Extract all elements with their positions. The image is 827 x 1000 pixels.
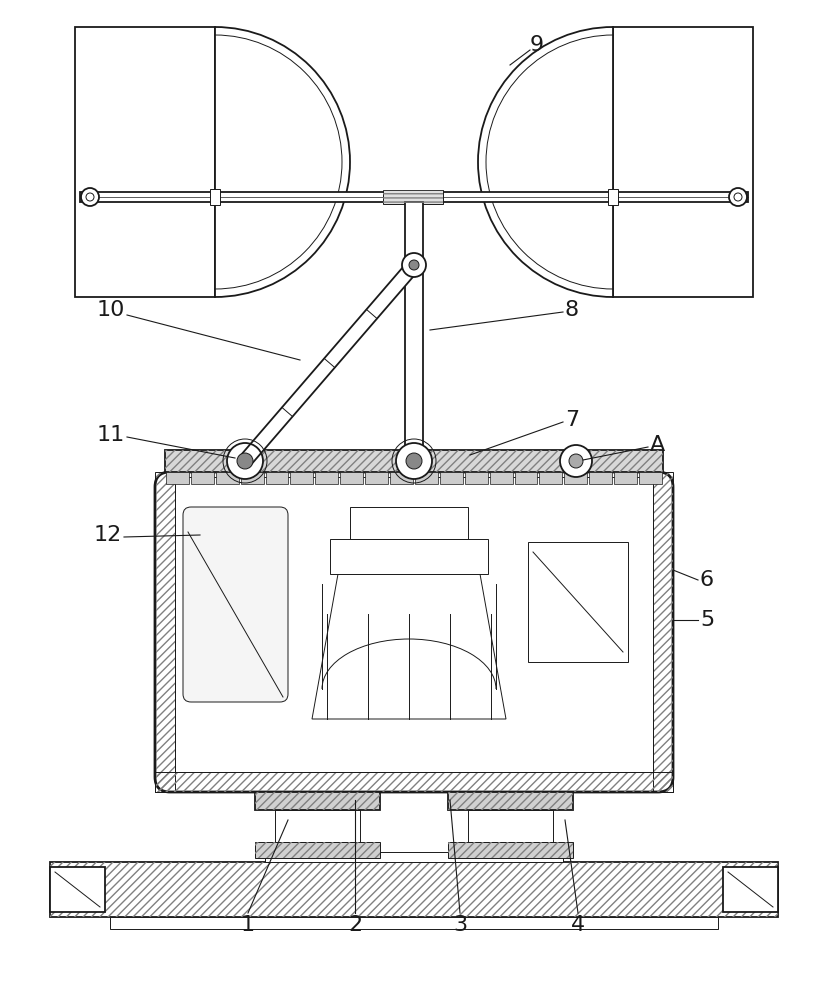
Bar [155, 772, 672, 792]
Circle shape [237, 453, 253, 469]
Bar [210, 189, 220, 205]
Bar [390, 472, 413, 484]
Bar [165, 472, 189, 484]
Bar [155, 472, 174, 792]
Circle shape [395, 443, 432, 479]
Bar [528, 542, 627, 662]
Circle shape [81, 188, 99, 206]
Bar [50, 867, 105, 912]
Bar [75, 27, 215, 297]
Text: 2: 2 [347, 915, 361, 935]
Bar [539, 472, 562, 484]
Circle shape [728, 188, 746, 206]
Polygon shape [312, 574, 505, 719]
Bar [489, 472, 512, 484]
Circle shape [559, 445, 591, 477]
Bar [447, 792, 572, 810]
Bar [155, 772, 672, 792]
Text: 6: 6 [699, 570, 713, 590]
Bar [255, 842, 380, 858]
Bar [614, 472, 636, 484]
Bar [110, 917, 717, 929]
Bar [653, 472, 672, 792]
Bar [265, 472, 288, 484]
Bar [350, 507, 467, 539]
Circle shape [733, 193, 741, 201]
Bar [265, 852, 562, 862]
Bar [404, 202, 423, 450]
Text: 9: 9 [529, 35, 543, 55]
Text: 12: 12 [93, 525, 122, 545]
Text: 10: 10 [97, 300, 125, 320]
Bar [414, 472, 437, 484]
Bar [365, 472, 388, 484]
Bar [439, 472, 462, 484]
Text: A: A [649, 435, 664, 455]
Bar [165, 450, 662, 472]
Bar [241, 472, 263, 484]
Bar [330, 539, 487, 574]
Bar [383, 190, 442, 204]
Bar [155, 472, 174, 792]
Bar [275, 810, 360, 842]
Circle shape [568, 454, 582, 468]
Bar [464, 472, 487, 484]
Polygon shape [239, 260, 418, 466]
Wedge shape [477, 27, 612, 297]
Circle shape [409, 260, 418, 270]
Bar [653, 472, 672, 792]
FancyBboxPatch shape [183, 507, 288, 702]
Circle shape [86, 193, 94, 201]
Bar [447, 792, 572, 810]
Bar [340, 472, 363, 484]
Bar [589, 472, 611, 484]
Bar [50, 862, 777, 917]
Bar [653, 472, 672, 792]
Bar [564, 472, 586, 484]
Bar [447, 842, 572, 858]
Bar [290, 472, 313, 484]
Bar [607, 189, 617, 205]
Bar [155, 772, 672, 792]
Circle shape [402, 253, 425, 277]
Text: 4: 4 [571, 915, 585, 935]
Bar [612, 27, 752, 297]
Text: 8: 8 [564, 300, 578, 320]
Bar [50, 862, 777, 917]
Wedge shape [215, 27, 350, 297]
Bar [467, 810, 552, 842]
Bar [174, 477, 653, 772]
Text: 3: 3 [452, 915, 466, 935]
Text: 1: 1 [241, 915, 255, 935]
Bar [216, 472, 238, 484]
Circle shape [405, 453, 422, 469]
Bar [255, 842, 380, 858]
Bar [191, 472, 213, 484]
Text: 7: 7 [564, 410, 578, 430]
Bar [638, 472, 662, 484]
Bar [315, 472, 338, 484]
Bar [155, 472, 174, 792]
Text: 11: 11 [97, 425, 125, 445]
Bar [255, 792, 380, 810]
Bar [722, 867, 777, 912]
Bar [514, 472, 537, 484]
Bar [383, 190, 442, 204]
Bar [255, 792, 380, 810]
Bar [165, 450, 662, 472]
Text: 5: 5 [699, 610, 714, 630]
Bar [447, 842, 572, 858]
Circle shape [227, 443, 263, 479]
Bar [80, 192, 747, 202]
FancyBboxPatch shape [155, 472, 672, 792]
